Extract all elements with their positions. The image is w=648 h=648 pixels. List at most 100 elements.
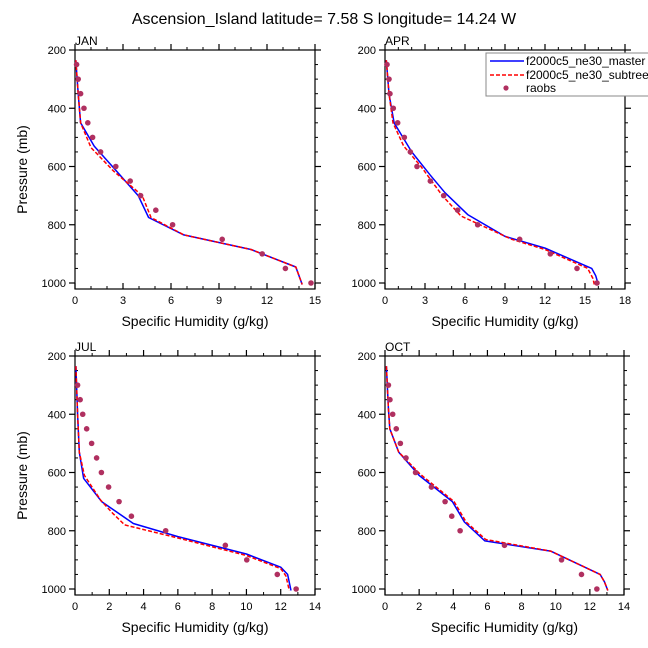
y-tick-label: 200	[358, 45, 376, 57]
plot-area	[385, 60, 600, 285]
raobs-point	[113, 163, 119, 170]
legend-label-subtree: f2000c5_ne30_subtree	[526, 68, 648, 82]
x-tick-label: 0	[72, 295, 78, 307]
raobs-point	[387, 396, 393, 403]
raobs-point	[403, 455, 409, 461]
y-tick-label: 800	[48, 526, 66, 538]
y-tick-label: 800	[358, 220, 376, 232]
master-line	[75, 60, 303, 285]
x-tick-label: 9	[216, 295, 222, 307]
raobs-point	[594, 280, 600, 286]
raobs-point	[85, 120, 91, 126]
x-tick-label: 4	[450, 601, 456, 613]
x-tick-label: 14	[309, 601, 321, 613]
x-tick-label: 4	[141, 601, 147, 613]
legend-label-raobs: raobs	[526, 81, 556, 95]
x-tick-label: 0	[382, 295, 388, 307]
raobs-point	[81, 105, 87, 112]
panel-label: JUL	[75, 340, 97, 354]
legend-box	[485, 52, 648, 97]
raobs-point	[162, 527, 169, 534]
x-tick-label: 12	[539, 295, 551, 307]
x-tick-label: 15	[579, 295, 591, 307]
raobs-point	[222, 542, 229, 549]
raobs-point	[77, 396, 83, 403]
raobs-point	[282, 265, 289, 272]
legend: f2000c5_ne30_master f2000c5_ne30_subtree…	[485, 52, 648, 97]
x-tick-label: 12	[584, 601, 596, 613]
x-tick-label: 0	[382, 601, 388, 613]
x-tick-label: 0	[72, 601, 78, 613]
raobs-point	[594, 586, 600, 592]
x-tick-label: 6	[462, 295, 468, 307]
raobs-point	[97, 149, 104, 155]
raobs-point	[547, 251, 554, 257]
x-axis-label: Specific Humidity (g/kg)	[121, 619, 268, 635]
plot-frame	[384, 355, 625, 596]
raobs-point	[578, 571, 585, 578]
raobs-point	[79, 411, 86, 418]
x-tick-label: 8	[519, 601, 525, 613]
y-tick-label: 400	[358, 409, 376, 421]
raobs-point	[393, 426, 400, 432]
y-tick-label: 400	[358, 103, 376, 115]
y-tick-label: 400	[48, 103, 66, 115]
raobs-point	[128, 513, 135, 519]
raobs-point	[243, 557, 250, 563]
x-tick-label: 12	[275, 601, 287, 613]
raobs-point	[440, 192, 447, 199]
x-tick-label: 9	[502, 295, 508, 307]
x-tick-label: 3	[422, 295, 428, 307]
x-axis-label: Specific Humidity (g/kg)	[431, 619, 578, 635]
raobs-point	[457, 527, 463, 534]
raobs-point	[274, 571, 281, 578]
raobs-point	[390, 105, 397, 112]
x-tick-label: 3	[120, 295, 126, 307]
plot-frame	[74, 49, 316, 290]
legend-swatch-raobs	[503, 85, 509, 91]
raobs-point	[308, 280, 314, 286]
panel-label: JAN	[75, 34, 98, 48]
x-tick-label: 6	[175, 601, 181, 613]
raobs-point	[93, 455, 100, 461]
raobs-point	[448, 513, 455, 519]
raobs-point	[442, 498, 448, 505]
panel-label: APR	[385, 34, 410, 48]
raobs-point	[137, 192, 144, 199]
y-tick-label: 200	[48, 351, 66, 363]
raobs-point	[127, 178, 133, 184]
raobs-point	[169, 221, 176, 228]
raobs-point	[407, 149, 414, 155]
raobs-point	[116, 498, 122, 505]
raobs-point	[105, 484, 112, 490]
raobs-point	[394, 120, 401, 126]
raobs-point	[89, 134, 96, 141]
x-tick-label: 12	[261, 295, 273, 307]
raobs-point	[574, 265, 580, 272]
x-tick-label: 10	[550, 601, 562, 613]
y-axis-label: Pressure (mb)	[14, 431, 30, 520]
master-line	[75, 366, 292, 591]
plot-area	[75, 366, 292, 591]
raobs-point	[153, 207, 159, 213]
raobs-point	[73, 61, 80, 68]
x-tick-label: 6	[484, 601, 490, 613]
y-tick-label: 600	[358, 162, 376, 174]
raobs-point	[516, 236, 523, 243]
subtree-line	[385, 366, 609, 591]
y-tick-label: 800	[358, 526, 376, 538]
subtree-line	[75, 60, 303, 285]
y-tick-label: 600	[358, 468, 376, 480]
raobs-point	[558, 557, 565, 563]
legend-label-master: f2000c5_ne30_master	[526, 54, 645, 68]
y-tick-label: 800	[48, 220, 66, 232]
x-tick-label: 14	[618, 601, 630, 613]
raobs-point	[428, 484, 435, 490]
raobs-point	[219, 236, 225, 243]
x-tick-label: 2	[106, 601, 112, 613]
x-tick-label: 10	[240, 601, 252, 613]
y-tick-label: 1000	[42, 584, 66, 596]
x-axis-label: Specific Humidity (g/kg)	[121, 313, 268, 329]
panel-oct: OCT 0 2 4 6 8 10 12 14 200 400 600 800 1000 Specific H…	[352, 340, 631, 635]
